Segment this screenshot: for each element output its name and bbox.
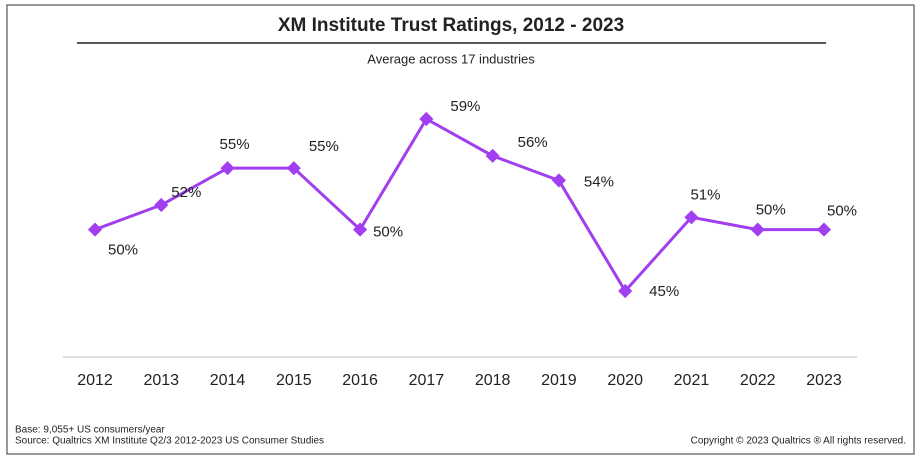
x-tick-label: 2018 bbox=[475, 372, 511, 389]
marker bbox=[684, 210, 699, 225]
marker bbox=[419, 111, 434, 127]
data-label: 55% bbox=[309, 138, 339, 155]
x-tick-label: 2022 bbox=[740, 372, 776, 389]
data-label: 50% bbox=[373, 224, 403, 241]
data-label: 54% bbox=[584, 173, 614, 190]
marker bbox=[353, 222, 368, 237]
note: Base: 9,055+ US consumers/year bbox=[15, 425, 165, 436]
x-tick-label: 2019 bbox=[541, 372, 577, 389]
marker bbox=[551, 173, 566, 188]
line bbox=[94, 116, 824, 294]
data-label: 51% bbox=[690, 186, 720, 203]
data-label: 59% bbox=[450, 98, 480, 115]
x-tick-label: 2014 bbox=[210, 372, 246, 389]
data-label: 45% bbox=[649, 283, 679, 300]
x-tick-label: 2021 bbox=[674, 372, 710, 389]
marker bbox=[154, 197, 169, 213]
copyright: Copyright © 2023 Qualtrics ® All rights … bbox=[691, 436, 906, 447]
note: Source: Qualtrics XM Institute Q2/3 2012… bbox=[15, 436, 324, 447]
marker bbox=[816, 222, 832, 237]
data-label: 56% bbox=[518, 134, 548, 151]
data-label: 52% bbox=[171, 184, 201, 201]
x-tick-label: 2013 bbox=[143, 372, 179, 389]
marker bbox=[750, 222, 765, 237]
data-label: 50% bbox=[756, 202, 786, 219]
subtitle: Average across 17 industries bbox=[367, 51, 535, 66]
marker bbox=[618, 283, 633, 299]
chart-title: XM Institute Trust Ratings, 2012 - 2023 bbox=[278, 15, 624, 36]
x-tick-label: 2015 bbox=[276, 372, 312, 389]
marker bbox=[286, 161, 301, 176]
x-tick-label: 2017 bbox=[409, 372, 445, 389]
marker bbox=[485, 148, 500, 163]
marker bbox=[220, 161, 235, 176]
x-tick-label: 2020 bbox=[607, 372, 643, 389]
x-tick-label: 2016 bbox=[342, 372, 378, 389]
x-tick-label: 2023 bbox=[806, 372, 842, 389]
data-label: 50% bbox=[827, 203, 857, 220]
data-label: 50% bbox=[108, 242, 138, 259]
x-tick-label: 2012 bbox=[77, 372, 113, 389]
data-label: 55% bbox=[220, 136, 250, 153]
